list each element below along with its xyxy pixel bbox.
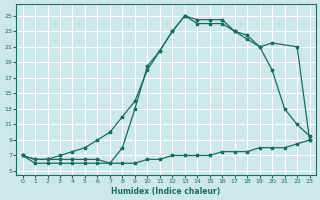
- X-axis label: Humidex (Indice chaleur): Humidex (Indice chaleur): [111, 187, 221, 196]
